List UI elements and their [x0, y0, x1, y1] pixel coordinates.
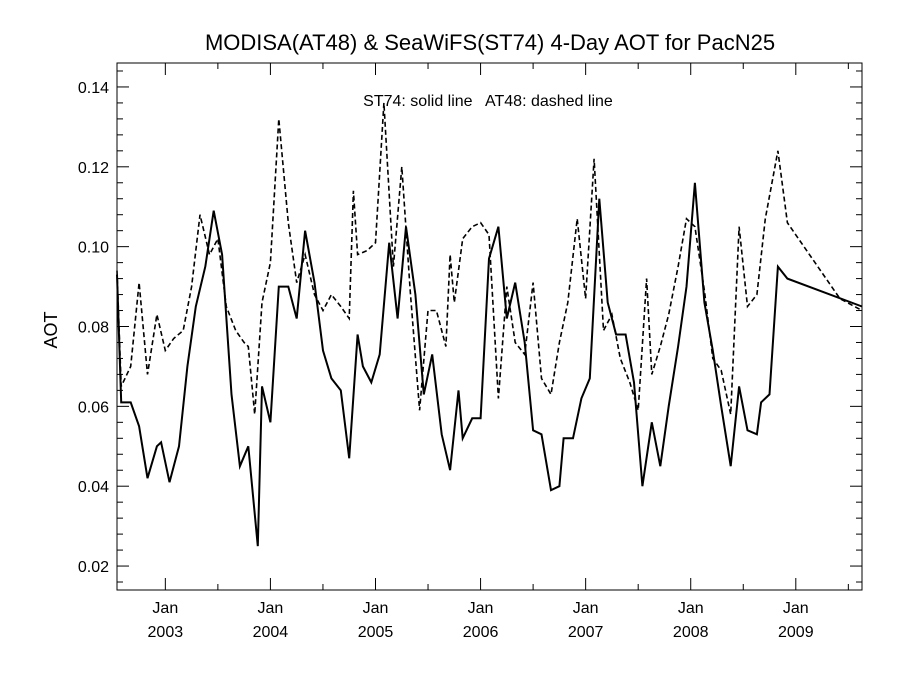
- x-tick-year-label: 2006: [463, 624, 499, 641]
- y-tick-label: 0.14: [78, 80, 109, 97]
- series-legend-annotation: ST74: solid line AT48: dashed line: [363, 93, 613, 110]
- x-tick-year-label: 2009: [778, 624, 814, 641]
- x-tick-month-label: Jan: [783, 600, 809, 617]
- x-tick-month-label: Jan: [152, 600, 178, 617]
- x-tick-month-label: Jan: [363, 600, 389, 617]
- x-tick-year-label: 2003: [148, 624, 184, 641]
- x-tick-year-label: 2005: [358, 624, 394, 641]
- axes-layer: 0.02 0.04 0.06 0.08 0.10 0.12 0.14 Jan 2003 Jan 20…: [78, 63, 862, 641]
- y-tick-label: 0.12: [78, 160, 109, 177]
- x-tick-year-label: 2008: [673, 624, 709, 641]
- series-line-at48: [116, 102, 863, 415]
- y-tick-label: 0.04: [78, 479, 109, 496]
- x-tick-month-label: Jan: [678, 600, 704, 617]
- x-tick-year-label: 2004: [253, 624, 289, 641]
- x-tick-month-label: Jan: [573, 600, 599, 617]
- x-tick-month-label: Jan: [468, 600, 494, 617]
- y-tick-label: 0.10: [78, 240, 109, 257]
- plot-frame: [116, 62, 863, 591]
- series-line-st74: [116, 182, 863, 547]
- series-layer: [116, 102, 863, 547]
- x-tick-month-label: Jan: [258, 600, 284, 617]
- y-tick-label: 0.08: [78, 320, 109, 337]
- y-tick-label: 0.02: [78, 559, 109, 576]
- y-axis-label: AOT: [41, 311, 61, 348]
- x-tick-year-label: 2007: [568, 624, 604, 641]
- chart-title: MODISA(AT48) & SeaWiFS(ST74) 4-Day AOT f…: [205, 30, 775, 55]
- y-tick-label: 0.06: [78, 399, 109, 416]
